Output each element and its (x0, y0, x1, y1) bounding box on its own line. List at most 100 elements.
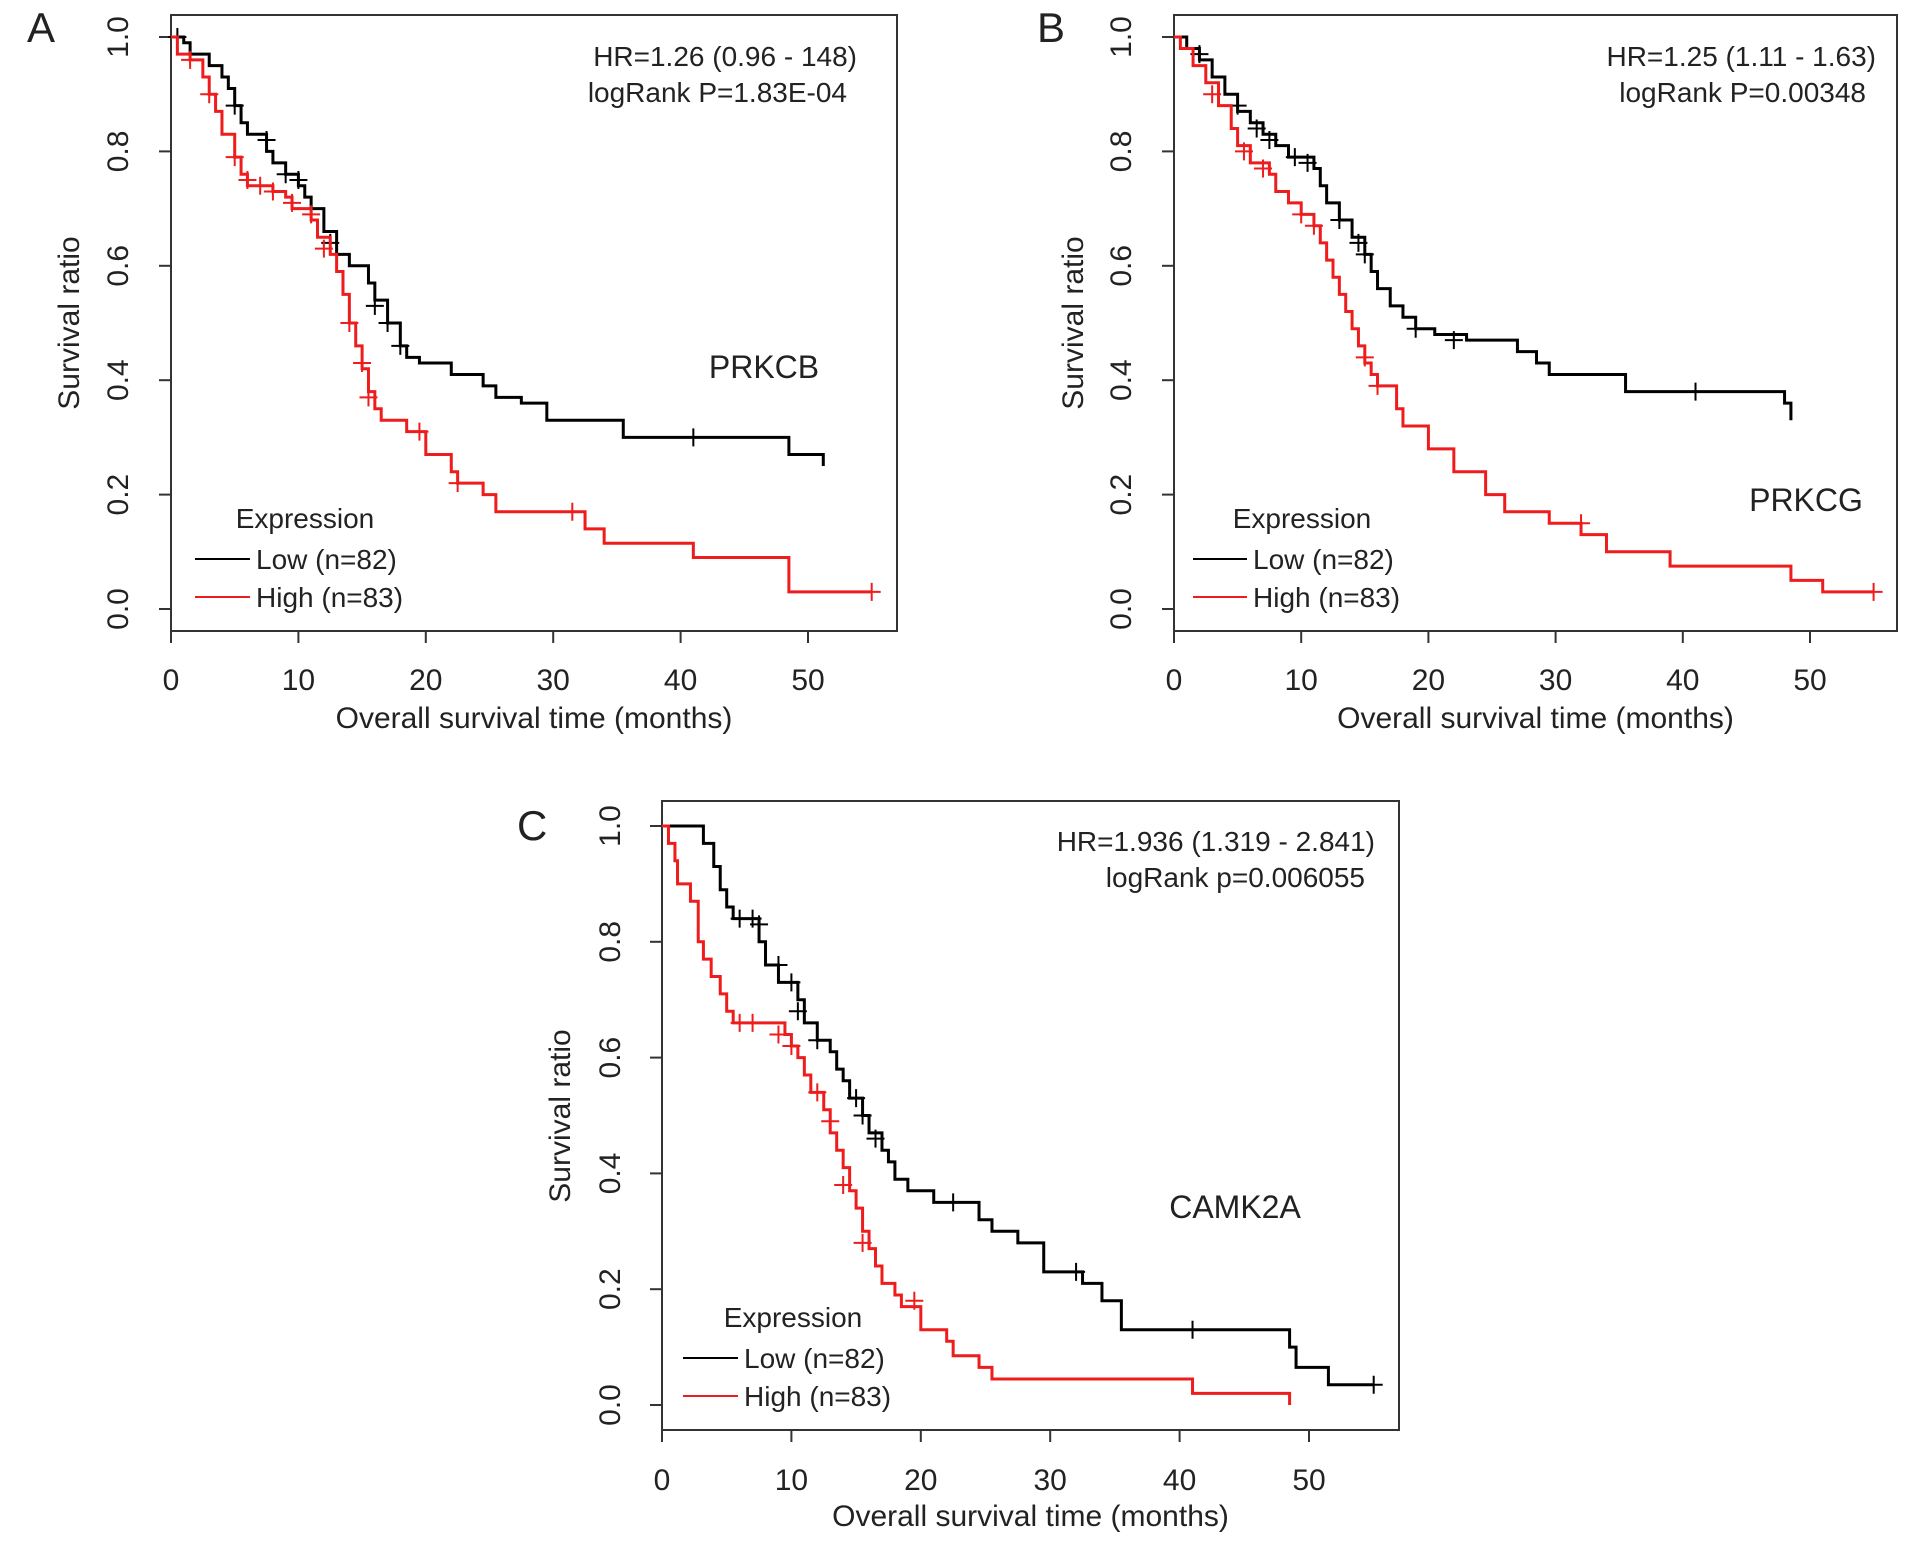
legend-title: Expression (724, 1302, 863, 1333)
gene-name: CAMK2A (1169, 1189, 1301, 1225)
censor-mark (1304, 216, 1323, 235)
x-tick-label: 20 (904, 1464, 937, 1497)
plot-frame (170, 14, 898, 632)
x-tick-label: 0 (163, 664, 180, 697)
y-tick-label: 1.0 (102, 16, 135, 58)
x-tick-label: 50 (1793, 664, 1826, 697)
censor-mark (788, 1002, 807, 1021)
censor-mark (1406, 319, 1425, 338)
censor-mark (251, 176, 270, 195)
x-axis-label: Overall survival time (months) (1337, 702, 1734, 735)
censor-mark (1364, 1375, 1383, 1394)
censor-mark (263, 182, 282, 201)
legend-label: Low (n=82) (744, 1343, 885, 1374)
y-tick-label: 0.8 (1105, 131, 1138, 173)
censor-mark (1330, 211, 1349, 230)
censor-mark (905, 1291, 924, 1310)
panel-c: C 0 10 20 30 40 50 0.0 0.2 0.4 0.6 0.8 1.0 Overall su… (517, 800, 1400, 1533)
x-tick-label: 10 (282, 664, 315, 697)
x-tick-label: 20 (409, 664, 442, 697)
panel-a: A 0 10 20 30 40 50 0.0 0.2 0.4 0.6 0.8 1.0 Overall su… (27, 4, 898, 735)
y-axis-label: Survival ratio (1057, 236, 1090, 409)
plot-frame (1173, 14, 1898, 632)
y-tick-label: 0.8 (594, 921, 627, 963)
legend-label: High (n=83) (256, 582, 403, 613)
survival-curve-high (1174, 35, 1874, 594)
y-tick-label: 0.6 (102, 245, 135, 287)
censor-mark (1572, 514, 1591, 533)
logrank-p-text: logRank p=0.006055 (1106, 862, 1365, 893)
y-axis-label: Survival ratio (544, 1029, 577, 1202)
hazard-ratio-text: HR=1.25 (1.11 - 1.63) (1606, 41, 1876, 72)
censor-mark (257, 130, 276, 149)
censor-mark (808, 1031, 827, 1050)
censor-mark (289, 171, 308, 189)
censor-mark (302, 205, 321, 224)
censor-mark (225, 96, 244, 115)
censor-mark (866, 1129, 885, 1148)
censor-mark (1260, 130, 1279, 149)
y-tick-label: 0.6 (1105, 245, 1138, 287)
censor-mark (853, 1106, 872, 1125)
x-tick-label: 50 (791, 664, 824, 697)
logrank-p-text: logRank P=1.83E-04 (588, 77, 847, 108)
y-tick-label: 0.6 (594, 1037, 627, 1079)
x-tick-label: 50 (1292, 1464, 1325, 1497)
censor-mark (410, 422, 429, 441)
panel-label: A (27, 4, 55, 51)
censor-mark (808, 1083, 827, 1102)
censor-mark (1183, 1320, 1202, 1339)
x-tick-label: 40 (1666, 664, 1699, 697)
censor-mark (782, 973, 801, 992)
censor-mark (1864, 582, 1883, 601)
logrank-p-text: logRank P=0.00348 (1619, 77, 1866, 108)
censor-mark (1285, 148, 1304, 167)
panel-b: B 0 10 20 30 40 50 0.0 0.2 0.4 0.6 0.8 1.0 Overall su… (1037, 4, 1898, 735)
legend-label: Low (n=82) (256, 544, 397, 575)
gene-name: PRKCG (1749, 482, 1863, 518)
x-tick-label: 0 (1166, 664, 1183, 697)
legend-title: Expression (1233, 503, 1372, 534)
censor-mark (314, 239, 333, 258)
y-tick-label: 0.8 (102, 131, 135, 173)
censor-mark (821, 1112, 840, 1131)
y-tick-label: 0.4 (594, 1153, 627, 1195)
x-tick-label: 40 (1163, 1464, 1196, 1497)
legend-title: Expression (236, 503, 375, 534)
censor-mark (365, 296, 384, 315)
censor-mark (1686, 382, 1705, 401)
y-tick-label: 1.0 (594, 805, 627, 847)
survival-curve-high (662, 824, 1292, 1405)
legend-label: High (n=83) (744, 1381, 891, 1412)
y-tick-label: 0.4 (1105, 359, 1138, 401)
censor-mark (847, 1089, 866, 1108)
censor-mark (1203, 85, 1222, 104)
y-tick-label: 0.0 (1105, 588, 1138, 630)
censor-mark (563, 502, 582, 521)
hazard-ratio-text: HR=1.26 (0.96 - 148) (593, 41, 857, 72)
censor-mark (1234, 142, 1253, 161)
censor-mark (834, 1175, 853, 1194)
censor-mark (769, 1025, 788, 1044)
y-tick-label: 0.2 (102, 474, 135, 516)
censor-mark (276, 165, 295, 184)
panel-label: B (1037, 4, 1065, 51)
censor-mark (238, 171, 257, 189)
censor-mark (1349, 233, 1368, 252)
y-tick-label: 1.0 (1105, 16, 1138, 58)
x-tick-label: 40 (664, 664, 697, 697)
y-tick-label: 0.0 (102, 588, 135, 630)
censor-mark (862, 582, 881, 601)
legend-label: Low (n=82) (1253, 544, 1394, 575)
censor-mark (353, 354, 372, 373)
censor-mark (1298, 153, 1317, 172)
censor-mark (750, 915, 769, 934)
hazard-ratio-text: HR=1.936 (1.319 - 2.841) (1057, 826, 1375, 857)
censor-mark (1368, 376, 1387, 395)
x-tick-label: 0 (654, 1464, 671, 1497)
censor-mark (853, 1233, 872, 1252)
censor-mark (378, 314, 397, 332)
x-tick-label: 10 (1285, 664, 1318, 697)
legend-label: High (n=83) (1253, 582, 1400, 613)
y-tick-label: 0.4 (102, 359, 135, 401)
